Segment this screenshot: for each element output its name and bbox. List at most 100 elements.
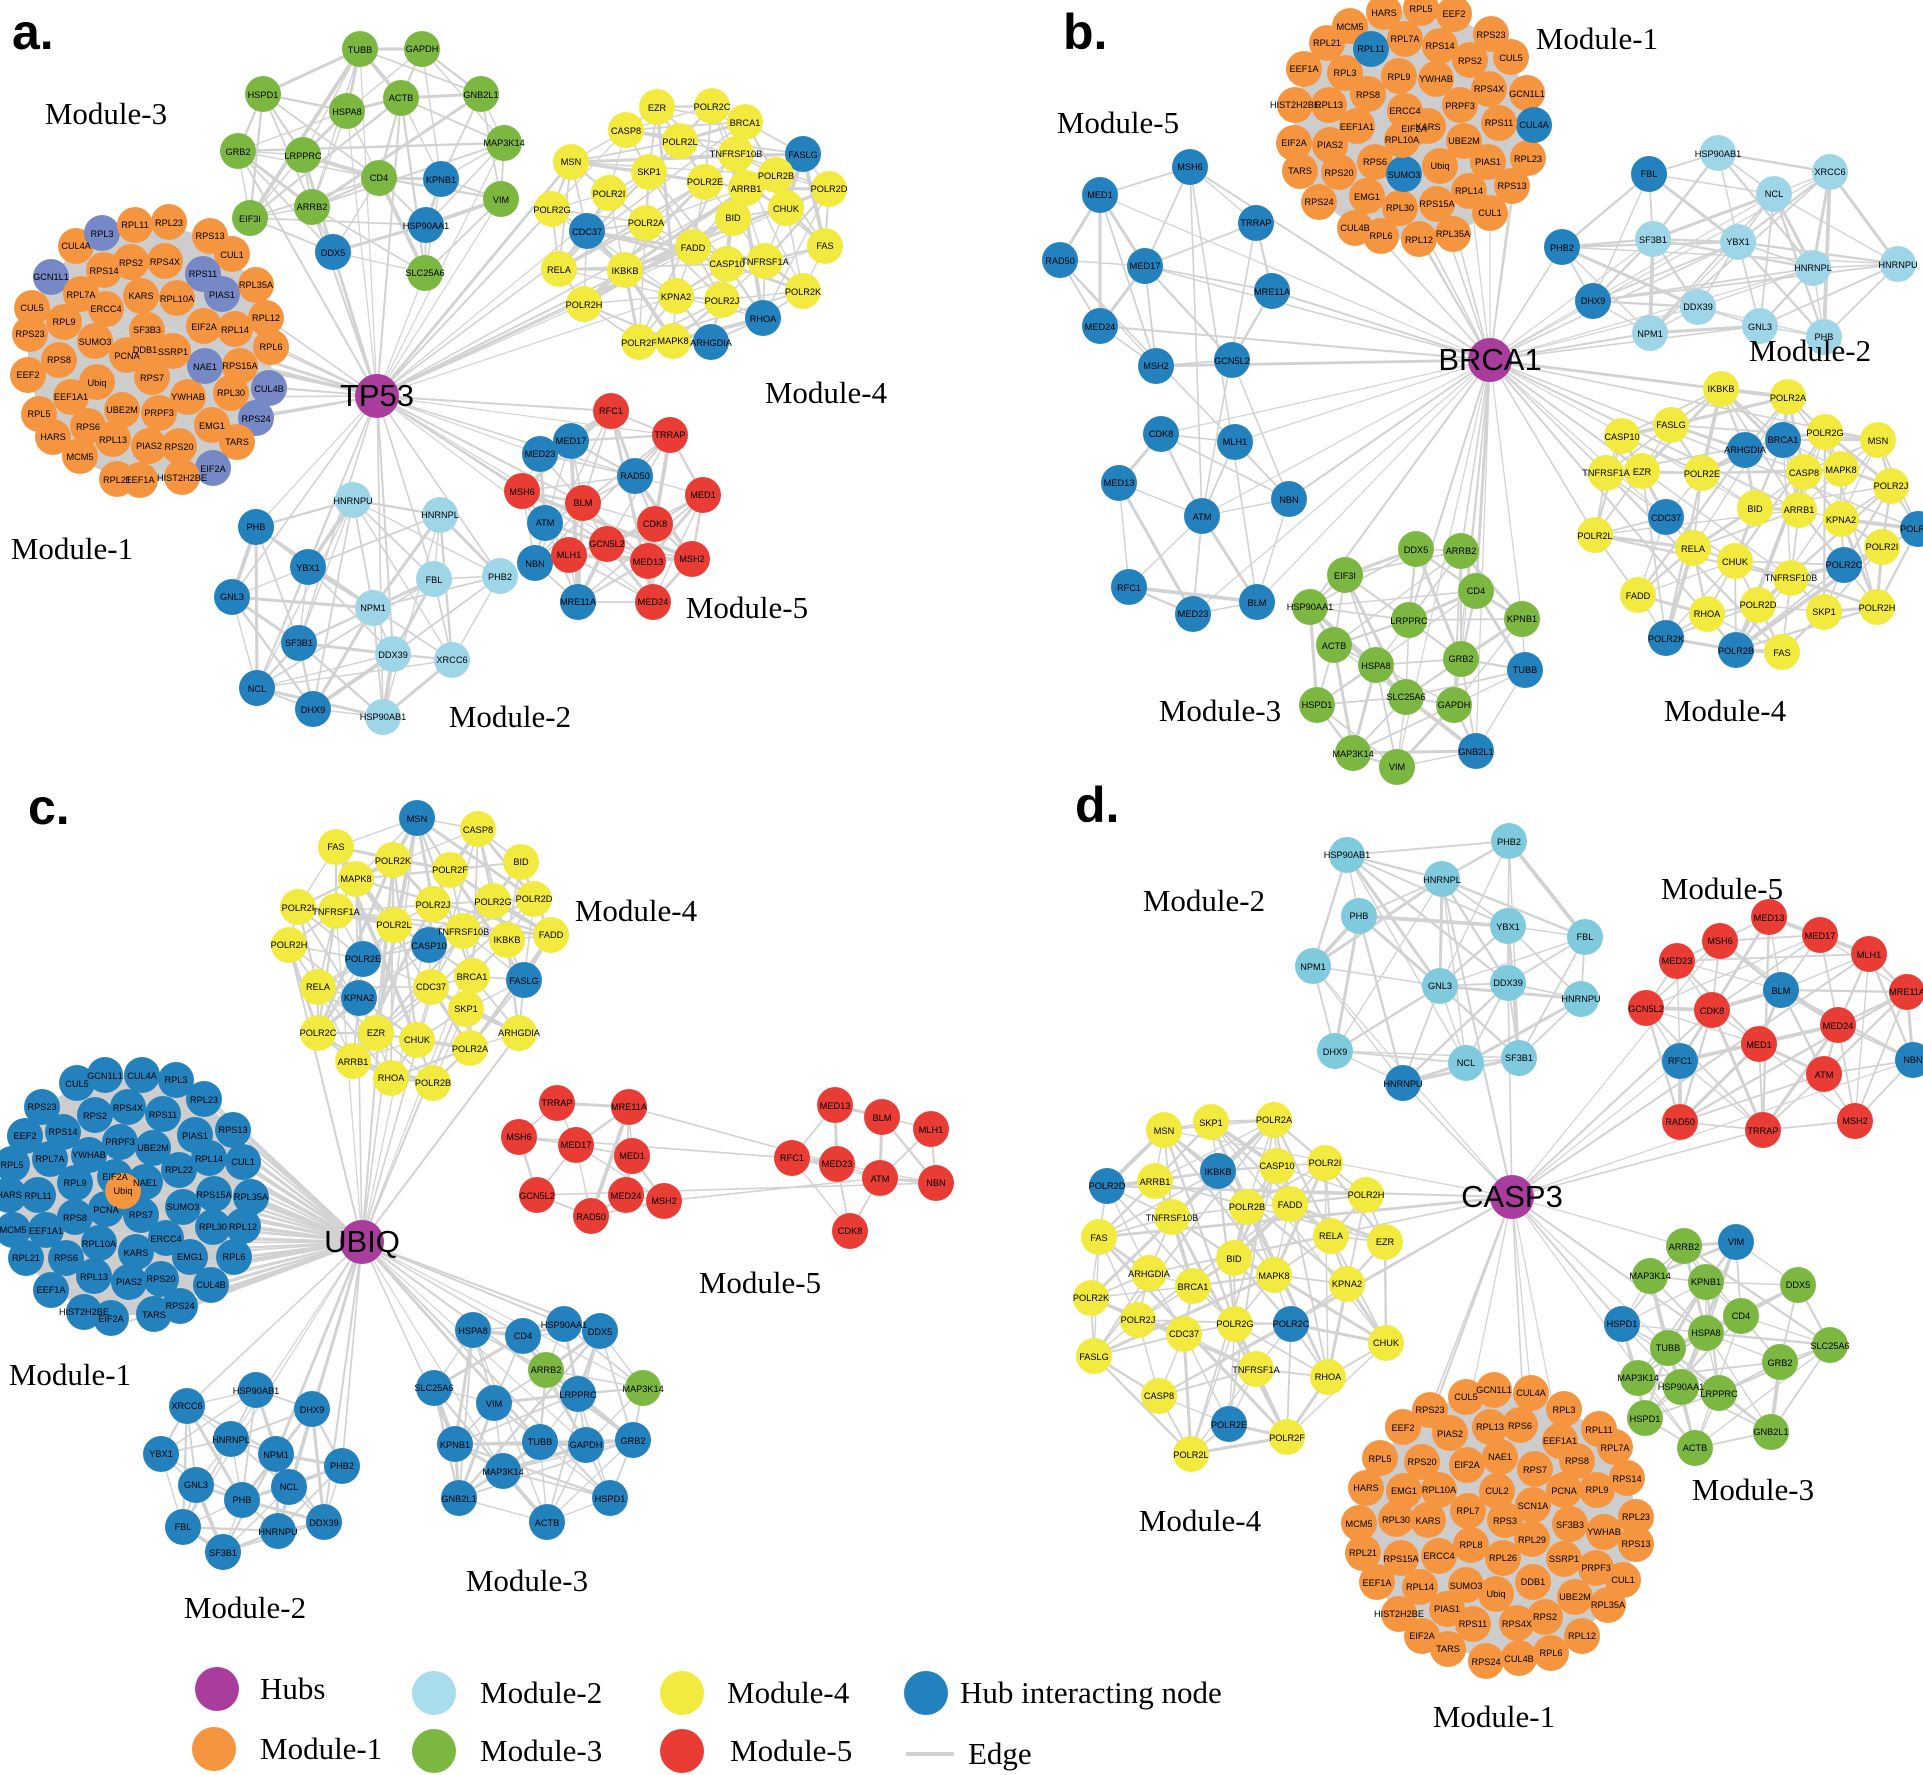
svg-text:CUL4A: CUL4A <box>127 1071 157 1081</box>
svg-text:EEF1A1: EEF1A1 <box>1340 122 1374 132</box>
svg-text:BID: BID <box>1226 1254 1242 1264</box>
svg-text:GRB2: GRB2 <box>1767 1358 1792 1368</box>
svg-text:FADD: FADD <box>1278 1200 1303 1210</box>
svg-text:CDC37: CDC37 <box>572 227 602 237</box>
svg-text:CUL4B: CUL4B <box>196 1280 226 1290</box>
svg-text:LRPPRC: LRPPRC <box>559 1390 597 1400</box>
svg-text:Edge: Edge <box>968 1736 1032 1771</box>
svg-text:RPS2: RPS2 <box>119 258 143 268</box>
svg-text:CHUK: CHUK <box>1722 557 1749 567</box>
svg-text:MSH2: MSH2 <box>679 554 705 564</box>
svg-text:RPL3: RPL3 <box>1553 1405 1576 1415</box>
svg-text:BRCA1: BRCA1 <box>1178 1282 1209 1292</box>
svg-text:CUL1: CUL1 <box>1478 208 1502 218</box>
svg-text:EIF2A: EIF2A <box>191 322 217 332</box>
svg-text:FASLG: FASLG <box>509 976 539 986</box>
svg-text:RPS8: RPS8 <box>1356 90 1380 100</box>
svg-text:RPL21: RPL21 <box>12 1253 40 1263</box>
svg-text:RPL7A: RPL7A <box>66 290 96 300</box>
svg-text:Module-5: Module-5 <box>1057 105 1179 140</box>
svg-text:DDX39: DDX39 <box>309 1518 339 1528</box>
svg-text:RPS8: RPS8 <box>1565 1456 1589 1466</box>
svg-text:ACTB: ACTB <box>1322 641 1347 651</box>
svg-text:FBL: FBL <box>426 575 443 585</box>
svg-text:MAP3K14: MAP3K14 <box>1617 1373 1658 1383</box>
svg-text:RPS24: RPS24 <box>1471 1657 1500 1667</box>
svg-text:POLR2B: POLR2B <box>758 171 794 181</box>
svg-text:EEF2: EEF2 <box>17 370 40 380</box>
svg-text:RPL10A: RPL10A <box>1422 1485 1457 1495</box>
svg-text:RPL11: RPL11 <box>1357 44 1384 54</box>
svg-text:RHOA: RHOA <box>1315 1372 1342 1382</box>
svg-text:Module-2: Module-2 <box>184 1590 306 1625</box>
svg-text:POLR2K: POLR2K <box>1648 634 1685 644</box>
svg-text:SLC25A6: SLC25A6 <box>405 268 444 278</box>
svg-text:DDX5: DDX5 <box>588 1327 613 1337</box>
svg-text:KPNB1: KPNB1 <box>1507 614 1537 624</box>
svg-text:Module-2: Module-2 <box>1143 883 1265 918</box>
svg-text:RPS4X: RPS4X <box>1474 84 1504 94</box>
svg-text:Module-3: Module-3 <box>45 96 167 131</box>
svg-text:RPS11: RPS11 <box>149 1110 177 1120</box>
svg-text:RPS15A: RPS15A <box>1419 199 1455 209</box>
svg-text:MSH2: MSH2 <box>651 1196 677 1206</box>
svg-text:RPL11: RPL11 <box>24 1191 51 1201</box>
svg-text:HNRNPL: HNRNPL <box>1794 263 1832 273</box>
svg-text:Module-1: Module-1 <box>1433 1699 1555 1734</box>
svg-text:Ubiq: Ubiq <box>1487 1589 1506 1599</box>
svg-text:RPL6: RPL6 <box>1540 1648 1563 1658</box>
svg-text:PRPF3: PRPF3 <box>144 408 174 418</box>
svg-text:CDC37: CDC37 <box>1169 1329 1199 1339</box>
svg-text:POLR2D: POLR2D <box>1740 600 1777 610</box>
svg-text:CDK8: CDK8 <box>643 519 668 529</box>
svg-text:MED24: MED24 <box>1085 322 1116 332</box>
svg-text:NCL: NCL <box>1457 1058 1475 1068</box>
svg-text:UBE2M: UBE2M <box>1559 1592 1591 1602</box>
svg-text:BID: BID <box>513 857 529 867</box>
svg-text:HSP90AB1: HSP90AB1 <box>233 1386 279 1396</box>
svg-text:POLR2G: POLR2G <box>1216 1319 1253 1329</box>
svg-text:CUL2: CUL2 <box>1485 1486 1509 1496</box>
svg-text:RPL30: RPL30 <box>1382 1515 1410 1525</box>
svg-text:TNFRSF10B: TNFRSF10B <box>1146 1213 1199 1223</box>
svg-text:POLR2D: POLR2D <box>811 184 848 194</box>
svg-text:YBX1: YBX1 <box>1496 922 1520 932</box>
svg-text:MED1: MED1 <box>619 1151 645 1161</box>
svg-text:RPL35A: RPL35A <box>1591 1600 1626 1610</box>
svg-text:PIAS1: PIAS1 <box>182 1131 208 1141</box>
svg-text:PIAS2: PIAS2 <box>1437 1429 1463 1439</box>
svg-text:KPNA2: KPNA2 <box>1826 515 1856 525</box>
svg-text:POLR2C: POLR2C <box>300 1028 337 1038</box>
svg-text:CUL4A: CUL4A <box>1519 120 1549 130</box>
svg-text:PHB: PHB <box>1350 911 1369 921</box>
svg-text:MED13: MED13 <box>1104 478 1135 488</box>
svg-text:KPNB1: KPNB1 <box>1691 1277 1721 1287</box>
svg-text:d.: d. <box>1075 777 1119 833</box>
svg-text:EEF1A: EEF1A <box>1289 64 1319 74</box>
svg-text:EZR: EZR <box>648 103 667 113</box>
svg-text:b.: b. <box>1063 4 1107 60</box>
svg-text:RPL14: RPL14 <box>195 1154 223 1164</box>
svg-text:TUBB: TUBB <box>348 45 373 55</box>
svg-text:GNL3: GNL3 <box>184 1480 208 1490</box>
svg-text:NCL: NCL <box>1765 189 1783 199</box>
svg-text:CDK8: CDK8 <box>838 1226 863 1236</box>
svg-text:XRCC6: XRCC6 <box>1814 167 1845 177</box>
svg-text:RPS20: RPS20 <box>1324 168 1353 178</box>
svg-text:RPS11: RPS11 <box>189 269 217 279</box>
svg-text:MSH2: MSH2 <box>1842 1116 1868 1126</box>
svg-text:RPL9: RPL9 <box>53 317 76 327</box>
svg-text:POLR2F: POLR2F <box>432 865 468 875</box>
svg-text:RPL21: RPL21 <box>1313 38 1341 48</box>
svg-text:RPL5: RPL5 <box>1 1160 24 1170</box>
svg-text:HIST2H2BE: HIST2H2BE <box>1270 100 1320 110</box>
svg-text:BLM: BLM <box>873 1113 892 1123</box>
svg-text:RPS15A: RPS15A <box>196 1190 232 1200</box>
svg-text:Module-5: Module-5 <box>686 590 808 625</box>
svg-text:RPL29: RPL29 <box>1518 1535 1546 1545</box>
svg-text:Module-3: Module-3 <box>480 1733 602 1768</box>
svg-text:POLR2J: POLR2J <box>1874 481 1909 491</box>
svg-text:RPL11: RPL11 <box>121 220 148 230</box>
svg-text:PIAS2: PIAS2 <box>136 441 162 451</box>
svg-text:Module-4: Module-4 <box>1139 1503 1262 1538</box>
